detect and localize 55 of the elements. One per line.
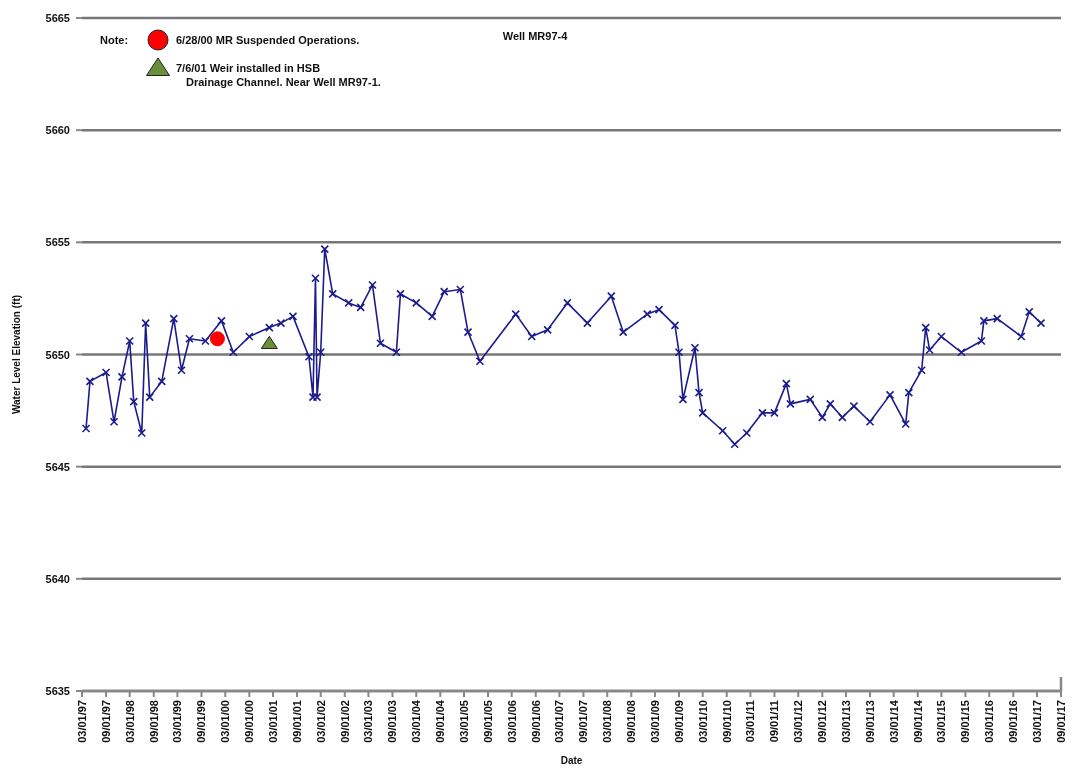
- x-tick-label: 03/01/99: [171, 700, 184, 743]
- x-tick-label: 09/01/02: [338, 700, 351, 743]
- legend-title: Note:: [100, 34, 129, 46]
- x-tick-label: 03/01/07: [553, 700, 566, 743]
- x-tick-label: 03/01/98: [123, 700, 136, 743]
- x-tick-label: 09/01/15: [959, 700, 972, 743]
- x-tick-label: 09/01/06: [529, 700, 542, 743]
- x-tick-label: 03/01/14: [887, 699, 900, 743]
- y-tick-label: 5645: [45, 460, 70, 473]
- x-tick-label: 03/01/97: [76, 700, 88, 743]
- x-tick-label: 09/01/16: [1007, 700, 1020, 743]
- x-tick-label: 03/01/00: [219, 700, 232, 743]
- x-tick-label: 09/01/12: [816, 700, 829, 743]
- x-tick-label: 03/01/04: [410, 699, 423, 743]
- x-tick-label: 03/01/10: [696, 700, 709, 743]
- text: Well MR97-4: [502, 30, 569, 42]
- x-tick-label: 09/01/13: [864, 700, 877, 743]
- x-tick-label: 09/01/09: [673, 700, 686, 743]
- x-tick-label: 03/01/15: [935, 700, 948, 743]
- x-tick-label: 03/01/16: [983, 700, 996, 743]
- legend-label: 6/28/00 MR Suspended Operations.: [176, 34, 360, 46]
- x-tick-label: 09/01/08: [625, 700, 638, 743]
- x-tick-label: 03/01/11: [744, 700, 757, 743]
- x-tick-label: 09/01/01: [291, 700, 304, 743]
- x-tick-label: 03/01/02: [314, 700, 327, 743]
- y-axis-title: Water Level Elevation (ft): [11, 294, 22, 415]
- x-tick-label: 09/01/03: [386, 700, 399, 743]
- x-tick-label: 09/01/14: [911, 699, 924, 743]
- y-tick-label: 5650: [45, 348, 70, 361]
- x-tick-label: 09/01/97: [100, 700, 113, 743]
- x-tick-label: 03/01/12: [792, 700, 805, 743]
- y-tick-label: 5635: [45, 685, 70, 697]
- x-tick-label: 09/01/10: [720, 700, 733, 743]
- y-tick-label: 5665: [45, 12, 70, 24]
- legend-label: 7/6/01 Weir installed in HSB Drainage Channel. Near Well MR97-1.: [176, 62, 381, 88]
- x-tick-label: 09/01/17: [1055, 700, 1067, 743]
- y-tick-label: 5655: [45, 236, 70, 249]
- x-tick-label: 09/01/99: [195, 700, 208, 743]
- x-tick-label: 09/01/05: [482, 700, 495, 743]
- x-tick-label: 09/01/00: [243, 700, 256, 743]
- x-tick-label: 03/01/05: [457, 700, 470, 743]
- x-tick-label: 03/01/17: [1030, 700, 1043, 743]
- x-axis-title: Date: [560, 755, 583, 766]
- x-tick-label: 03/01/03: [362, 700, 375, 743]
- x-tick-label: 09/01/11: [768, 700, 781, 743]
- x-tick-label: 03/01/13: [839, 700, 852, 743]
- x-tick-label: 03/01/09: [648, 700, 661, 743]
- y-tick-label: 5640: [45, 572, 70, 585]
- x-tick-label: 03/01/01: [266, 700, 279, 743]
- x-tick-label: 03/01/08: [601, 700, 614, 743]
- x-tick-label: 09/01/04: [434, 699, 447, 743]
- x-tick-label: 03/01/06: [505, 700, 518, 743]
- x-tick-label: 09/01/07: [577, 700, 590, 743]
- y-tick-label: 5660: [45, 124, 70, 137]
- x-tick-label: 09/01/98: [147, 700, 160, 743]
